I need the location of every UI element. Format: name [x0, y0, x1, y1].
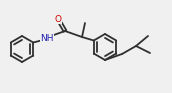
- Text: NH: NH: [40, 33, 54, 43]
- Text: O: O: [55, 15, 62, 24]
